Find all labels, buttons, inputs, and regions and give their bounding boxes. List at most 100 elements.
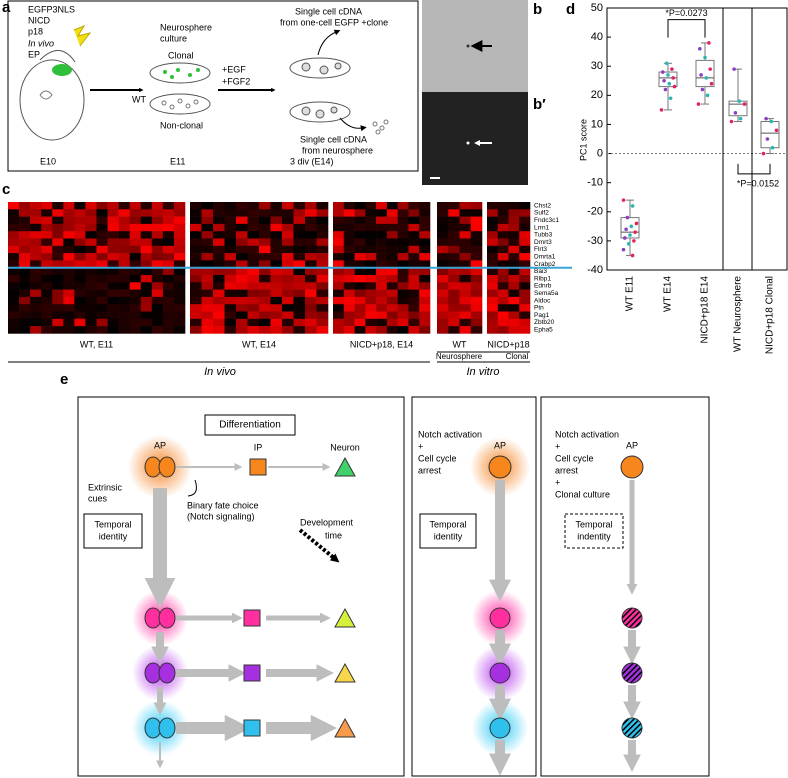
heatmap-cell <box>118 267 130 276</box>
heatmap-cell <box>508 202 520 210</box>
heatmap-cell <box>52 326 64 334</box>
heatmap-cell <box>487 311 499 320</box>
heatmap-cell <box>162 202 175 210</box>
heatmap-cell <box>85 209 97 217</box>
heatmap-cell <box>293 275 306 283</box>
heatmap-cell <box>519 238 531 247</box>
heatmap-cell <box>270 296 283 305</box>
heatmap-cell <box>107 223 119 232</box>
condition: + <box>418 441 423 451</box>
heatmap-cell <box>259 245 271 254</box>
heatmap-cell <box>408 275 420 283</box>
heatmap-cell <box>354 311 366 320</box>
heatmap-cell <box>437 326 449 334</box>
heatmap-cell <box>333 267 345 276</box>
heatmap-cell <box>333 275 345 283</box>
heatmap-cell <box>236 318 248 327</box>
heatmap-cell <box>508 304 520 312</box>
heatmap-cell <box>30 223 42 232</box>
point <box>764 116 768 121</box>
temporal: indentity <box>577 531 611 541</box>
heatmap-cell <box>354 289 366 298</box>
egfp-region <box>52 64 72 76</box>
heatmap-cell <box>107 209 119 217</box>
gene-label: Dmrt3 <box>534 239 552 246</box>
gene-label: Sulf2 <box>534 210 549 217</box>
heatmap-cell <box>259 289 271 298</box>
heatmap-cell <box>487 296 499 305</box>
heatmap-cell <box>247 282 260 290</box>
heatmap-cell <box>519 223 531 232</box>
cells <box>161 98 199 110</box>
heatmap-cell <box>293 245 306 254</box>
heatmap-cell <box>354 326 366 334</box>
point <box>633 230 637 234</box>
point <box>703 55 707 60</box>
heatmap-cell <box>41 202 53 210</box>
heatmap-cell <box>316 326 329 334</box>
heatmap-cell <box>118 209 130 217</box>
heatmap-cell <box>63 202 75 210</box>
point <box>733 111 738 115</box>
heatmap-cell <box>190 275 202 283</box>
heatmap-cell <box>8 209 20 217</box>
heatmap-cell <box>470 282 483 290</box>
heatmap-cell <box>30 318 42 327</box>
y-axis-label: PC1 score <box>578 119 588 161</box>
heatmap-cell <box>270 304 283 312</box>
heatmap-cell <box>343 238 355 247</box>
heatmap-cell <box>508 282 520 290</box>
heatmap-cell <box>333 326 345 334</box>
heatmap-cell <box>376 296 388 305</box>
heatmap-cell <box>397 238 409 247</box>
heatmap-cell <box>282 282 294 290</box>
heatmap-cell <box>224 245 237 254</box>
heatmap-cell <box>508 245 520 254</box>
heatmap-cell <box>459 253 472 261</box>
heatmap-cell <box>85 318 97 327</box>
heatmap-cell <box>129 267 142 276</box>
heatmap-cell <box>74 238 86 247</box>
heatmap-cell <box>19 318 31 327</box>
heatmap-cell <box>52 202 64 210</box>
plot-frame <box>606 7 788 271</box>
heatmap-cell <box>107 275 119 283</box>
heatmap-cell <box>8 275 20 283</box>
heatmap-cell <box>173 318 186 327</box>
heatmap-cell <box>30 326 42 334</box>
heatmap-cell <box>224 282 237 290</box>
heatmap-cell <box>201 318 214 327</box>
heatmap-cell <box>151 304 164 312</box>
heatmap-cell <box>408 231 420 239</box>
heatmap-cell <box>129 245 142 254</box>
heatmap-cell <box>376 326 388 334</box>
heatmap-cell <box>151 209 164 217</box>
extrinsic: cues <box>88 493 108 503</box>
heatmap-cell <box>19 223 31 232</box>
heatmap-cell <box>354 282 366 290</box>
point <box>659 108 664 112</box>
heatmap-cell <box>129 311 142 320</box>
point <box>742 102 747 106</box>
heatmap-cell <box>497 216 509 225</box>
heatmap-cell <box>497 282 509 290</box>
heatmap-cell <box>282 289 294 298</box>
heatmap-cell <box>386 223 398 232</box>
gene-label: Rlbp1 <box>534 275 551 282</box>
heatmap-cell <box>497 275 509 283</box>
heatmap-cell <box>201 282 214 290</box>
point <box>708 67 712 71</box>
heatmap-cell <box>63 267 75 276</box>
heatmap-cell <box>96 245 108 254</box>
point <box>629 224 634 229</box>
heatmap-cell <box>419 209 431 217</box>
heatmap-cell <box>63 209 75 217</box>
heatmap-cell <box>151 238 164 247</box>
panel-e: e Differentiation AP IP Neuron Extrinsic… <box>60 371 710 777</box>
heatmap-cell <box>397 282 409 290</box>
group-label: WT, E14 <box>242 339 276 349</box>
heatmap-cell <box>63 326 75 334</box>
heatmap-cell <box>293 311 306 320</box>
heatmap-cell <box>448 238 460 247</box>
heatmap-cell <box>247 326 260 334</box>
